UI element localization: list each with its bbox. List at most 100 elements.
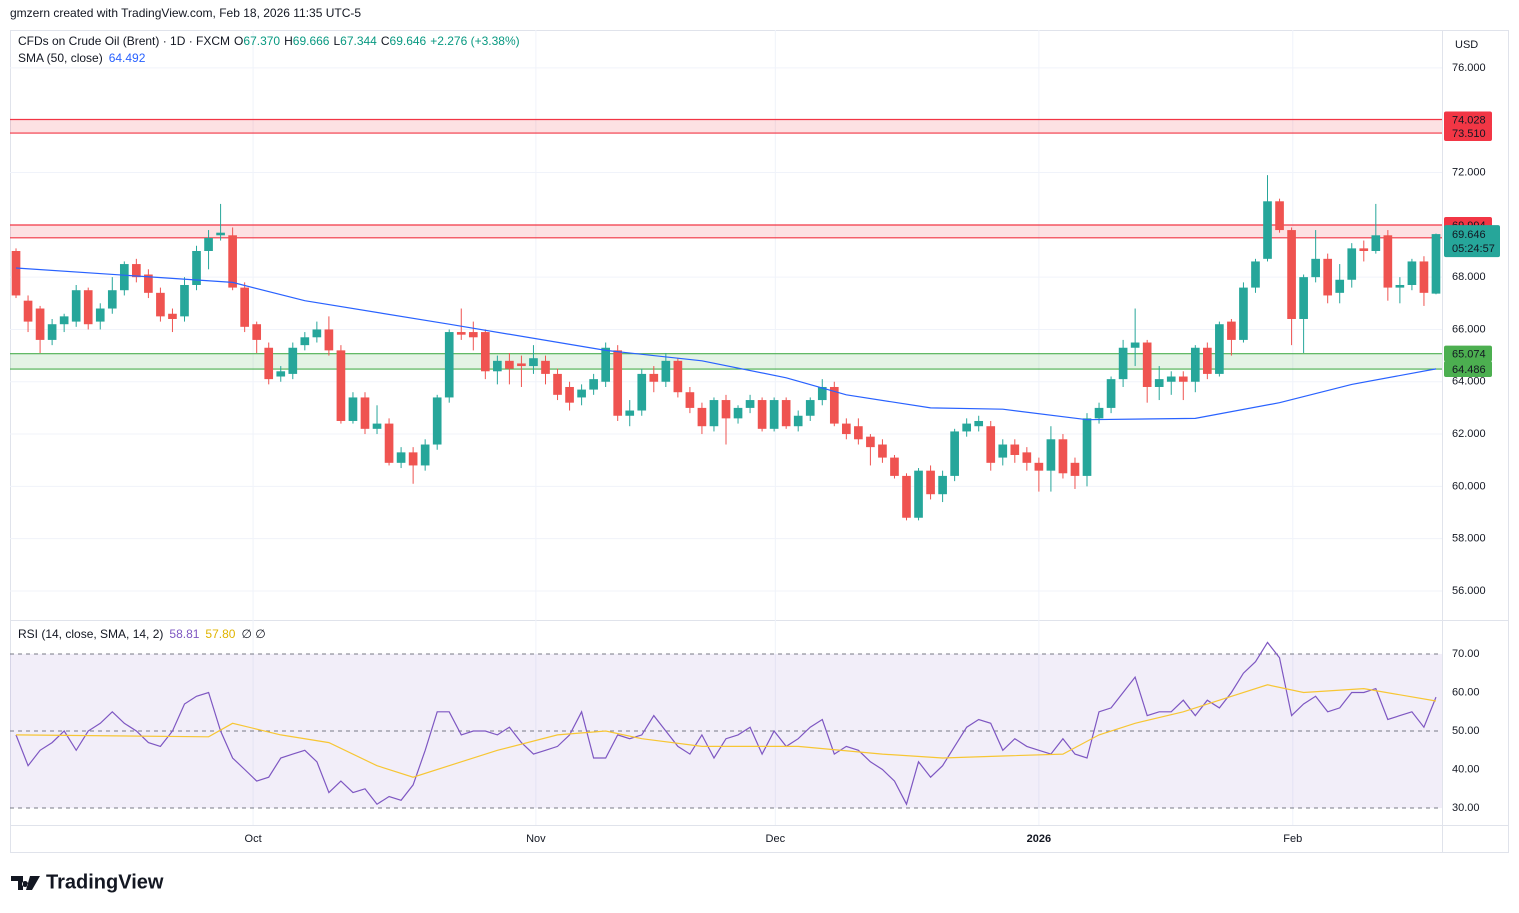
candle-body (360, 397, 370, 429)
candle-body (1070, 462, 1080, 476)
rsi-name: RSI (14, close, SMA, 14, 2) (18, 627, 163, 641)
y-tick-label: 76.000 (1452, 62, 1486, 74)
candle-body (1323, 258, 1333, 296)
rsi-tick-label: 70.00 (1452, 648, 1480, 660)
candle-body (950, 431, 959, 476)
candle-body (1215, 324, 1224, 374)
candle-body (420, 444, 430, 466)
candle-body (384, 423, 394, 463)
y-tick-label: 68.000 (1452, 271, 1486, 283)
candle-body (432, 397, 442, 445)
rsi-line (15, 641, 1437, 806)
sma-legend: SMA (50, close) 64.492 (18, 51, 146, 65)
candle-body (372, 423, 382, 429)
legend: CFDs on Crude Oil (Brent) · 1D · FXCM O67… (18, 34, 520, 48)
candle-body (685, 392, 695, 408)
legend-change: +2.276 (+3.38%) (430, 34, 519, 48)
price-tag (1444, 361, 1492, 378)
candle-body (505, 360, 514, 369)
candle-body (733, 407, 743, 419)
candle-body (745, 400, 755, 408)
candle-body (589, 379, 598, 390)
candle-body (444, 332, 454, 398)
candle-body (529, 358, 538, 367)
candle-body (204, 237, 213, 251)
candle-body (613, 350, 623, 416)
x-tick-label: Feb (1283, 833, 1302, 845)
candle-body (23, 300, 33, 322)
candle-body (1239, 287, 1248, 340)
candle-body (1203, 347, 1212, 374)
sma-name: SMA (50, close) (18, 51, 103, 65)
legend-key: L (333, 34, 340, 48)
price-tag (1444, 345, 1492, 362)
candle-body (805, 400, 815, 416)
legend-key: H (284, 34, 293, 48)
zone (10, 119, 1442, 134)
candle-body (709, 400, 719, 427)
candle-body (842, 423, 851, 435)
candle-body (83, 290, 93, 325)
candle-body (649, 373, 659, 382)
candle-body (1311, 258, 1320, 278)
candle-body (1275, 201, 1284, 231)
candle-body (192, 250, 201, 285)
candle-body (829, 386, 839, 424)
candle-body (336, 350, 346, 421)
candle-body (553, 373, 562, 395)
candle-body (1299, 277, 1308, 319)
candle-body (1287, 230, 1296, 319)
frame (10, 30, 1509, 853)
candle-body (276, 371, 286, 377)
candle-body (1118, 347, 1128, 380)
y-tick-label: 66.000 (1452, 323, 1486, 335)
candle-body (601, 347, 610, 382)
candle-body (11, 250, 21, 296)
candle-body (1431, 234, 1441, 294)
candle-body (300, 337, 310, 346)
candle-body (974, 420, 984, 427)
candle-body (1046, 439, 1056, 471)
price-tag-label: 73.510 (1452, 128, 1486, 140)
legend-value: 67.370 (243, 34, 280, 48)
candle-body (878, 444, 887, 458)
candle-body (288, 347, 298, 374)
candle-body (986, 426, 996, 463)
candle-body (228, 235, 237, 288)
candle-body (216, 232, 225, 236)
candle-body (1022, 452, 1032, 463)
rsi-tick-label: 60.00 (1452, 686, 1480, 698)
candle-body (35, 308, 45, 340)
candle-body (408, 452, 418, 466)
rsi-tick-label: 40.00 (1452, 763, 1480, 775)
candle-body (456, 332, 466, 335)
candle-body (577, 389, 586, 398)
candle-body (1251, 261, 1260, 288)
candle-body (890, 457, 899, 476)
candle-body (697, 407, 707, 427)
candle-body (1058, 439, 1068, 474)
x-tick-label: 2026 (1027, 833, 1051, 845)
candle-body (1395, 284, 1405, 288)
candle-body (180, 284, 189, 317)
rsi-ma-line (15, 684, 1437, 778)
candle-body (1130, 342, 1140, 348)
candle-body (252, 324, 262, 340)
candle-body (47, 324, 57, 340)
legend-title: CFDs on Crude Oil (Brent) · 1D · FXCM (18, 34, 230, 48)
candle-body (480, 332, 490, 372)
candle-body (1419, 261, 1429, 293)
zone (10, 224, 1442, 238)
price-tag (1444, 111, 1492, 128)
last-price-label: 69.646 (1452, 229, 1486, 241)
candle-body (1407, 261, 1417, 285)
candle-body (661, 360, 671, 382)
candle-body (493, 360, 502, 372)
currency: USD (1455, 39, 1478, 51)
candle-body (926, 470, 935, 495)
candle-body (637, 373, 647, 411)
price-tag-label: 74.028 (1452, 114, 1486, 126)
rsi-value: 58.81 (169, 627, 199, 641)
candle-body (59, 316, 69, 325)
